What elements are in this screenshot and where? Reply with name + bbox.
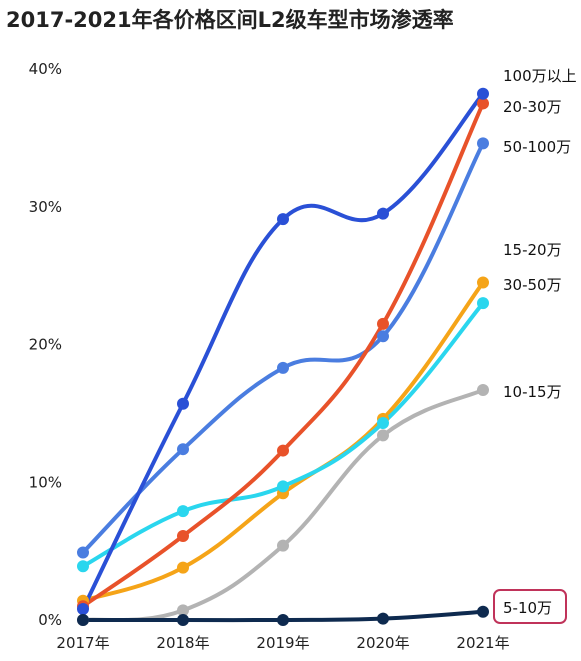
x-tick-label: 2021年 (456, 634, 509, 652)
data-point (277, 614, 289, 626)
y-tick-label: 40% (29, 60, 62, 78)
data-point (377, 207, 389, 220)
x-tick-label: 2020年 (356, 634, 409, 652)
y-tick-label: 10% (29, 473, 62, 491)
data-point (477, 97, 489, 110)
data-point (477, 276, 489, 289)
data-point (477, 87, 489, 100)
data-point (77, 602, 89, 615)
data-point (277, 361, 289, 374)
data-point (177, 443, 189, 456)
series-line (81, 280, 485, 603)
series-label: 15-20万 (503, 241, 562, 259)
x-tick-label: 2018年 (156, 634, 209, 652)
y-axis-ticks: 0% 10% 20% 30% 40% (29, 60, 62, 629)
series-line (81, 141, 485, 555)
data-point (377, 612, 389, 625)
data-point (177, 561, 189, 574)
series-line (81, 301, 485, 569)
series-labels: 100万以上 20-30万 50-100万 15-20万 30-50万 10-15万 5-1… (493, 67, 577, 624)
y-tick-label: 30% (29, 198, 62, 216)
x-tick-label: 2019年 (256, 634, 309, 652)
series-label: 5-10万 (503, 599, 552, 617)
data-point (377, 317, 389, 330)
data-point (77, 614, 89, 626)
series-label: 30-50万 (503, 276, 562, 294)
data-point (477, 605, 489, 618)
series-label: 50-100万 (503, 138, 571, 156)
data-point (277, 480, 289, 493)
data-point (177, 604, 189, 617)
data-point (77, 560, 89, 573)
highlight-box (493, 589, 567, 624)
y-tick-label: 20% (29, 336, 62, 354)
series-label: 10-15万 (503, 383, 562, 401)
data-point (177, 529, 189, 542)
y-tick-label: 0% (38, 611, 62, 629)
series-label: 20-30万 (503, 98, 562, 116)
series-points (77, 87, 489, 626)
data-point (477, 383, 489, 396)
data-point (277, 213, 289, 226)
data-point (177, 614, 189, 626)
data-point (77, 546, 89, 559)
data-point (177, 397, 189, 410)
data-point (477, 137, 489, 150)
data-point (477, 297, 489, 310)
series-line (81, 101, 485, 609)
x-axis-ticks: 2017年 2018年 2019年 2020年 2021年 (56, 634, 509, 652)
data-point (277, 539, 289, 552)
chart-title: 2017-2021年各价格区间L2级车型市场渗透率 (6, 8, 454, 32)
data-point (177, 505, 189, 518)
x-tick-label: 2017年 (56, 634, 109, 652)
data-point (377, 429, 389, 442)
data-point (277, 444, 289, 457)
data-point (377, 417, 389, 430)
series-line (81, 91, 485, 611)
series-label: 100万以上 (503, 67, 577, 85)
data-point (377, 330, 389, 343)
